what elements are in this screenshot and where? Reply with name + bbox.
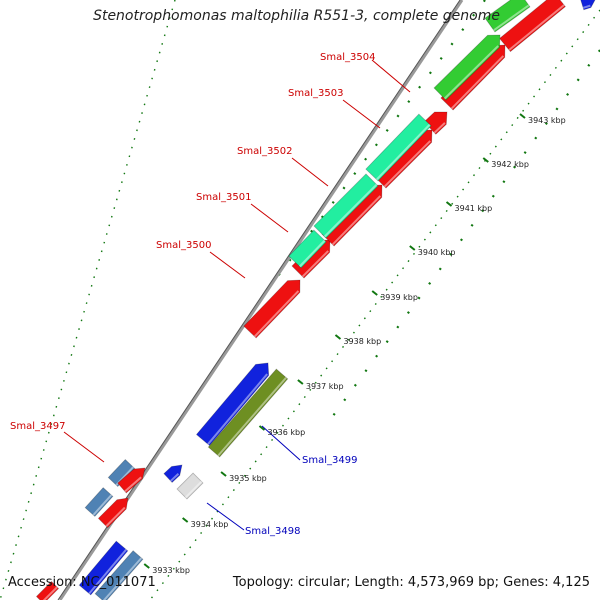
gc-dot-track [149,9,600,600]
tick-label: 3941 kbp [455,204,493,213]
gene-feature [243,279,301,339]
gene-feature [176,472,204,500]
label-leader-line [63,431,105,463]
gene-label[interactable]: Smal_3500 [156,240,211,251]
label-leader-line [371,59,411,93]
label-leader-line [250,203,289,233]
gene-label[interactable]: Smal_3499 [302,455,357,466]
gene-feature [580,0,596,11]
gene-feature [499,0,566,53]
label-leader-lines [63,59,411,531]
scale-tick: 3939 kbp [371,290,418,302]
scale-tick: 3934 kbp [182,517,229,529]
tick-label: 3935 kbp [229,474,267,483]
gene-feature [313,173,379,239]
tick-label: 3939 kbp [380,293,418,302]
gene-label[interactable]: Smal_3503 [288,88,343,99]
scale-tick: 3938 kbp [334,334,381,346]
gene-labels: Smal_3504 Smal_3503 Smal_3502 Smal_3501 Smal… [10,52,375,537]
label-leader-line [206,502,245,531]
scale-tick: 3937 kbp [297,379,344,391]
gene-feature [94,550,144,600]
tick-label: 3942 kbp [491,160,529,169]
scale-tick: 3935 kbp [220,471,267,483]
gene-feature [84,487,114,517]
gene-feature [365,113,432,182]
gene-label[interactable]: Smal_3502 [237,146,292,157]
gene-label[interactable]: Smal_3504 [320,52,375,63]
gene-label[interactable]: Smal_3498 [245,526,300,537]
gene-feature [97,497,129,529]
scale-tick: 3943 kbp [519,113,566,125]
scale-tick: 3936 kbp [258,425,305,437]
label-leader-line [261,425,301,461]
gene-feature [433,34,501,101]
tick-label: 3936 kbp [267,428,305,437]
tick-label: 3934 kbp [191,520,229,529]
tick-label: 3937 kbp [306,382,344,391]
accession-text: Accession: NC_011071 [8,575,156,590]
tick-label: 3940 kbp [418,248,456,257]
gene-feature [163,464,183,483]
scale-tick: 3942 kbp [482,157,529,169]
label-leader-line [342,99,381,129]
gene-features [35,0,596,600]
tick-label: 3943 kbp [528,116,566,125]
gene-label[interactable]: Smal_3497 [10,421,65,432]
scale-tick: 3940 kbp [409,245,456,257]
scale-ticks: 3943 kbp 3942 kbp 3941 kbp 3940 kbp 3939 kbp… [143,113,566,575]
gene-label[interactable]: Smal_3501 [196,192,251,203]
gene-feature [117,467,146,494]
label-leader-line [209,251,246,279]
gene-feature [288,229,327,269]
gene-feature [484,0,531,33]
gene-feature [78,540,129,596]
tick-label: 3938 kbp [343,337,381,346]
tick-label: 3933 kbp [152,566,190,575]
label-leader-line [291,157,329,187]
gene-feature [195,362,270,447]
scale-tick: 3941 kbp [445,201,493,213]
genome-summary-text: Topology: circular; Length: 4,573,969 bp… [232,575,590,590]
genome-title: Stenotrophomonas maltophilia R551-3, com… [93,8,500,24]
gene-feature [207,368,289,458]
scale-tick: 3933 kbp [143,563,190,575]
gc-dash-track [329,49,600,421]
